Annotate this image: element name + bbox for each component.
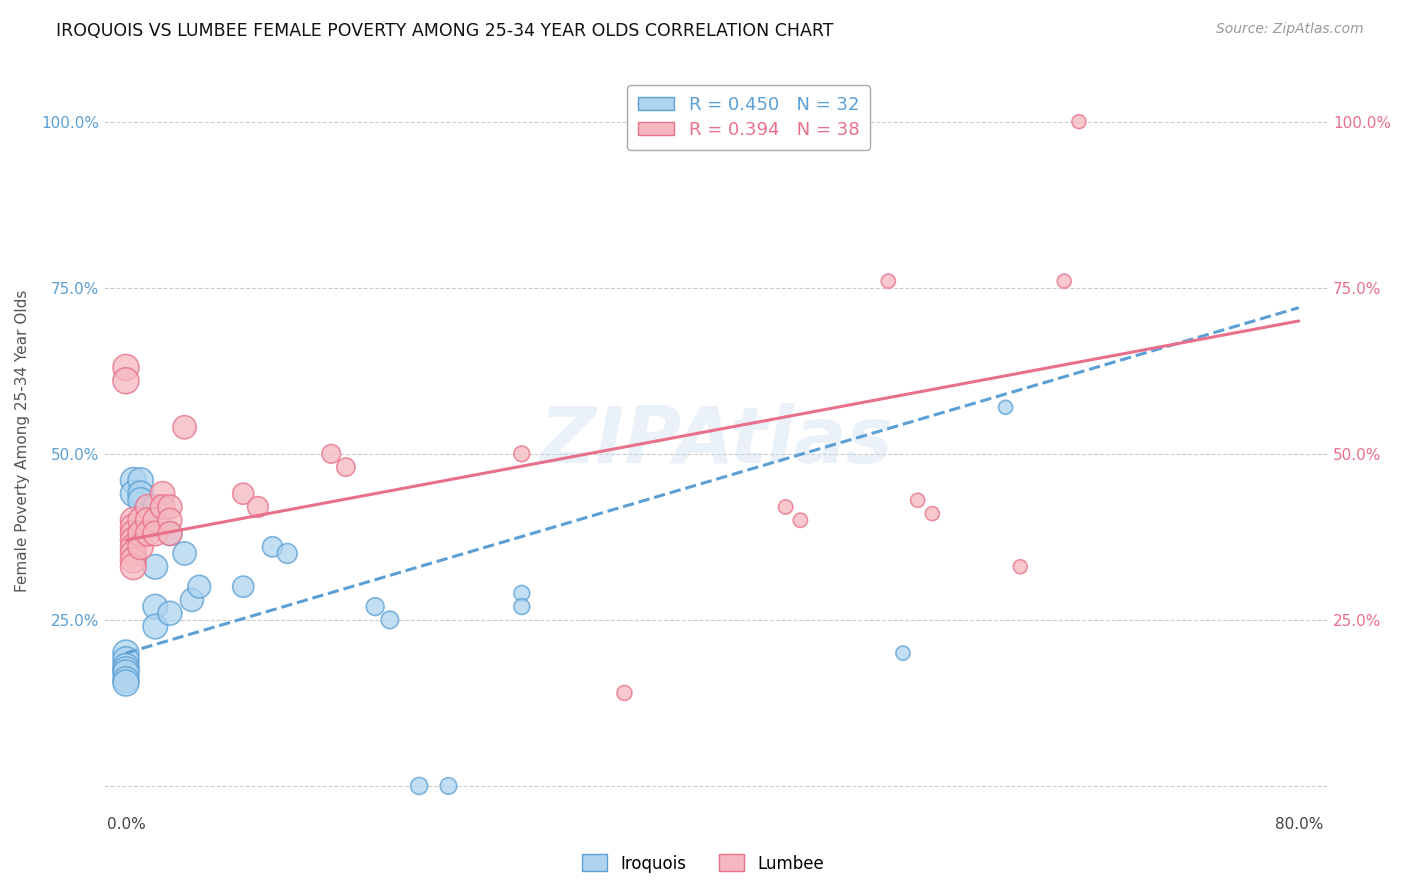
Point (877, 274, 900, 288)
Point (122, 533, 145, 548)
Point (129, 486, 152, 500)
Point (262, 540, 284, 554)
Point (115, 360, 138, 375)
Point (232, 580, 254, 594)
Point (115, 659, 138, 673)
Point (173, 420, 195, 434)
Point (159, 526, 181, 541)
Point (159, 500, 181, 514)
Point (921, 507, 943, 521)
Point (510, 447, 533, 461)
Point (115, 663, 138, 677)
Point (1053, 274, 1076, 288)
Point (159, 606, 181, 620)
Point (181, 593, 204, 607)
Point (1010, 559, 1032, 574)
Point (335, 460, 357, 475)
Point (122, 559, 145, 574)
Point (152, 486, 174, 500)
Point (188, 580, 211, 594)
Point (115, 666, 138, 681)
Point (129, 474, 152, 488)
Point (143, 526, 166, 541)
Point (122, 540, 145, 554)
Point (115, 374, 138, 388)
Point (122, 513, 145, 527)
Point (115, 653, 138, 667)
Point (437, 779, 460, 793)
Point (613, 686, 636, 700)
Point (789, 513, 811, 527)
Text: Source: ZipAtlas.com: Source: ZipAtlas.com (1216, 22, 1364, 37)
Point (115, 673, 138, 687)
Point (115, 676, 138, 690)
Point (129, 540, 152, 554)
Text: ZIPAtlas: ZIPAtlas (540, 402, 893, 478)
Point (143, 559, 166, 574)
Point (276, 546, 298, 560)
Point (136, 513, 159, 527)
Point (136, 526, 159, 541)
Point (122, 546, 145, 560)
Point (122, 486, 145, 500)
Point (232, 486, 254, 500)
Point (122, 526, 145, 541)
Point (122, 553, 145, 567)
Point (122, 520, 145, 534)
Point (143, 599, 166, 614)
Point (510, 599, 533, 614)
Point (136, 500, 159, 514)
Point (143, 500, 166, 514)
Point (907, 493, 929, 508)
Point (775, 500, 797, 514)
Legend: Iroquois, Lumbee: Iroquois, Lumbee (575, 847, 831, 880)
Point (1067, 114, 1090, 128)
Point (246, 500, 269, 514)
Point (129, 526, 152, 541)
Point (510, 586, 533, 600)
Y-axis label: Female Poverty Among 25-34 Year Olds: Female Poverty Among 25-34 Year Olds (15, 289, 30, 591)
Point (115, 646, 138, 660)
Point (159, 526, 181, 541)
Text: IROQUOIS VS LUMBEE FEMALE POVERTY AMONG 25-34 YEAR OLDS CORRELATION CHART: IROQUOIS VS LUMBEE FEMALE POVERTY AMONG … (56, 22, 834, 40)
Point (891, 646, 914, 660)
Point (129, 493, 152, 508)
Point (152, 500, 174, 514)
Point (173, 546, 195, 560)
Point (321, 447, 343, 461)
Point (364, 599, 387, 614)
Point (408, 779, 430, 793)
Point (143, 513, 166, 527)
Point (129, 513, 152, 527)
Point (994, 401, 1017, 415)
Point (143, 619, 166, 633)
Point (122, 474, 145, 488)
Point (378, 613, 401, 627)
Point (159, 513, 181, 527)
Legend: R = 0.450   N = 32, R = 0.394   N = 38: R = 0.450 N = 32, R = 0.394 N = 38 (627, 85, 870, 150)
